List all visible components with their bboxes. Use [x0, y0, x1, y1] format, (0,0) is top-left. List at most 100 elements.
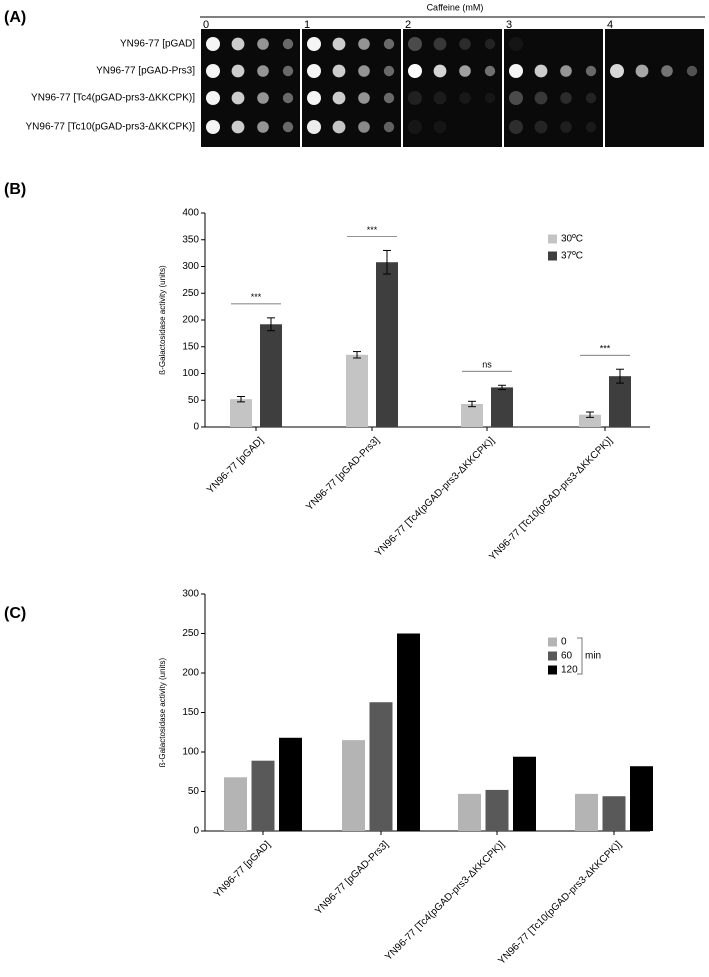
error-bar	[353, 351, 361, 359]
legend-label: 30ºC	[561, 234, 583, 245]
bar	[630, 766, 653, 831]
bar	[609, 376, 631, 427]
bar	[342, 740, 365, 831]
bar	[491, 387, 513, 427]
x-tick-label: YN96-77 [pGAD]	[205, 435, 266, 496]
yeast-spot	[459, 65, 471, 77]
yeast-spot	[307, 120, 321, 134]
x-tick-label: YN96-77 [pGAD-Prs3]	[304, 435, 382, 513]
y-axis-label: ß-Galactosidase activity (units)	[158, 265, 167, 375]
yeast-spot	[433, 120, 447, 134]
bar	[279, 737, 302, 831]
panel-label: (B)	[4, 181, 26, 198]
yeast-spot	[307, 37, 321, 51]
panel-label: (A)	[4, 9, 26, 26]
y-tick-label: 150	[182, 341, 199, 352]
bar	[575, 793, 598, 831]
yeast-spot	[408, 120, 422, 134]
yeast-spot	[560, 92, 572, 104]
yeast-spot	[408, 64, 422, 78]
yeast-spot	[408, 91, 422, 105]
legend-label: 120	[561, 665, 578, 676]
bar	[369, 702, 393, 831]
error-bar	[383, 249, 391, 275]
bar	[458, 793, 481, 831]
y-tick-label: 350	[182, 234, 199, 245]
caffeine-title: Caffeine (mM)	[427, 2, 484, 12]
yeast-spot	[433, 91, 447, 105]
yeast-spot	[509, 37, 523, 51]
y-tick-label: 250	[182, 628, 199, 639]
legend-swatch	[548, 234, 557, 244]
yeast-spot	[459, 92, 471, 104]
yeast-spot	[534, 91, 548, 105]
y-axis-label: ß-Galactosidase activity (units)	[158, 657, 167, 767]
yeast-spot	[560, 121, 572, 133]
yeast-spot	[307, 91, 321, 105]
legend-label: 0	[561, 637, 567, 648]
concentration-label: 3	[506, 19, 512, 31]
bar	[376, 262, 398, 427]
y-tick-label: 50	[188, 786, 200, 797]
y-tick-label: 300	[182, 589, 199, 600]
bar	[224, 777, 247, 831]
x-tick-label: YN96-77 [pGAD]	[212, 839, 273, 900]
yeast-spot	[206, 64, 220, 78]
yeast-spot	[484, 65, 496, 77]
strain-label: YN96-77 [pGAD-Prs3]	[96, 66, 195, 77]
yeast-spot	[383, 65, 395, 77]
yeast-spot	[661, 65, 673, 77]
yeast-spot	[408, 37, 422, 51]
yeast-spot	[585, 121, 597, 133]
yeast-spot	[358, 121, 370, 133]
yeast-spot	[257, 92, 269, 104]
x-tick-label: YN96-77 [pGAD-Prs3]	[313, 839, 391, 917]
yeast-spot	[433, 64, 447, 78]
bar	[485, 789, 509, 831]
yeast-spot	[509, 120, 523, 134]
yeast-spot	[231, 37, 245, 51]
bar	[251, 760, 275, 831]
yeast-spot	[332, 64, 346, 78]
yeast-spot	[206, 91, 220, 105]
yeast-spot	[282, 38, 294, 50]
x-tick-label: YN96-77 [Tc4(pGAD-prs3-ΔKKCPK)]	[383, 839, 507, 963]
yeast-spot	[257, 38, 269, 50]
strain-label: YN96-77 [Tc4(pGAD-prs3-ΔKKCPK)]	[31, 93, 195, 104]
y-tick-label: 100	[182, 368, 199, 379]
significance-label: ***	[600, 344, 611, 354]
y-tick-label: 250	[182, 288, 199, 299]
legend-label: 37ºC	[561, 251, 583, 262]
yeast-spot	[358, 38, 370, 50]
legend-unit: min	[585, 651, 601, 662]
significance-label: ***	[367, 225, 378, 235]
yeast-spot	[206, 120, 220, 134]
yeast-spot	[610, 64, 624, 78]
bar	[602, 796, 626, 831]
yeast-spot	[257, 121, 269, 133]
significance-label: ns	[482, 360, 492, 370]
bar	[461, 403, 483, 427]
legend-swatch	[548, 251, 557, 261]
panel-label: (C)	[4, 605, 26, 622]
yeast-spot	[358, 65, 370, 77]
y-tick-label: 0	[193, 826, 199, 837]
bar	[260, 324, 282, 427]
yeast-spot	[383, 92, 395, 104]
yeast-spot	[257, 65, 269, 77]
yeast-spot	[509, 91, 523, 105]
yeast-spot	[231, 120, 245, 134]
y-tick-label: 200	[182, 668, 199, 679]
error-bar	[616, 368, 624, 384]
yeast-spot	[433, 37, 447, 51]
yeast-spot	[231, 64, 245, 78]
error-bar	[468, 400, 476, 408]
y-tick-label: 400	[182, 208, 199, 219]
plate-image	[605, 29, 704, 147]
yeast-spot	[484, 38, 496, 50]
yeast-spot	[534, 64, 548, 78]
yeast-spot	[282, 65, 294, 77]
y-tick-label: 100	[182, 747, 199, 758]
yeast-spot	[282, 92, 294, 104]
